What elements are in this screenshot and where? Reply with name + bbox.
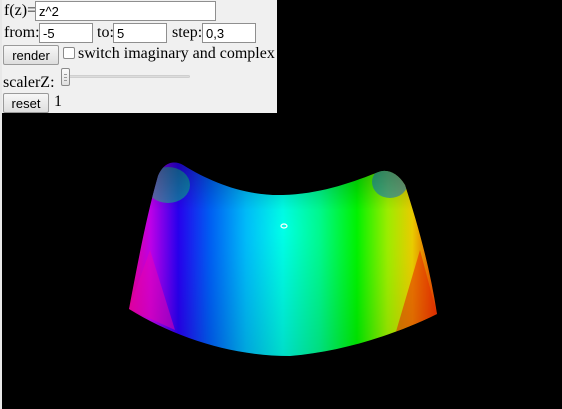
origin-marker: [280, 223, 288, 229]
to-label: to:: [97, 24, 114, 41]
control-panel: f(z)= from: to: step: render switch imag…: [2, 0, 277, 113]
function-input[interactable]: [35, 1, 216, 21]
step-label: step:: [172, 24, 203, 41]
from-label: from:: [4, 24, 40, 41]
step-input[interactable]: [202, 23, 256, 43]
switch-imaginary-complex-label: switch imaginary and complex: [78, 45, 275, 62]
scalerz-slider-track[interactable]: [63, 75, 190, 78]
function-label: f(z)=: [4, 2, 37, 19]
scalerz-label: scalerZ:: [3, 74, 55, 91]
to-input[interactable]: [113, 23, 167, 43]
from-input[interactable]: [39, 23, 93, 43]
reset-button[interactable]: reset: [3, 93, 49, 113]
window-edge: [0, 0, 2, 409]
complex-surface: [129, 162, 437, 356]
scaler-value-readout: 1: [54, 93, 62, 110]
scalerz-slider-thumb[interactable]: [61, 68, 70, 86]
switch-imaginary-complex-checkbox[interactable]: [63, 47, 75, 59]
render-button[interactable]: render: [3, 45, 59, 65]
